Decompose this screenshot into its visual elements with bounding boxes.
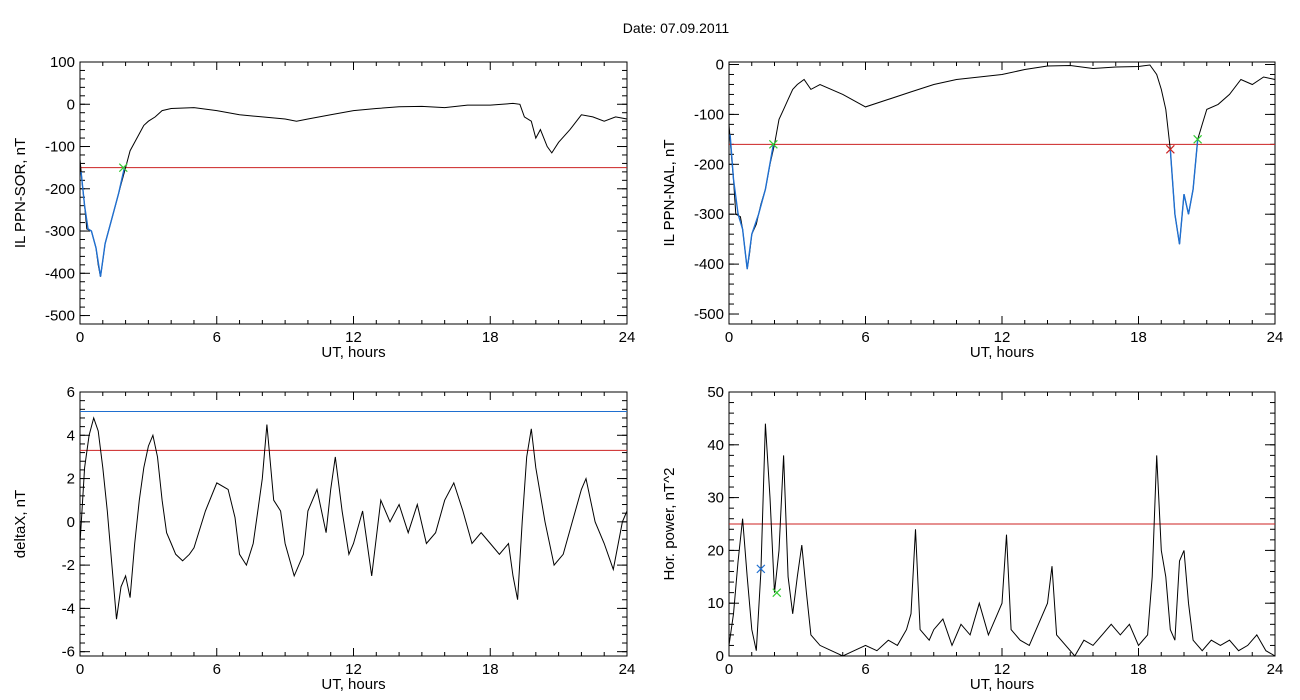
x-tick-label: 24	[1267, 661, 1284, 678]
y-tick-label: 4	[67, 427, 75, 444]
y-tick-label: -6	[62, 644, 75, 661]
x-tick-label: 12	[345, 661, 362, 678]
x-tick-label: 24	[619, 661, 636, 678]
x-tick-label: 18	[482, 329, 499, 346]
chart-panel-ppn-sor: UT, hours IL PPN-SOR, nT 0 6 12 18 24 100 0 -10…	[12, 54, 635, 361]
y-axis-label: deltaX, nT	[12, 490, 29, 558]
marker-x-icon	[772, 588, 782, 598]
x-tick-label: 6	[213, 329, 221, 346]
series-line	[729, 134, 775, 270]
series-line	[1169, 139, 1199, 245]
x-tick-label: 6	[213, 661, 221, 678]
x-tick-label: 0	[725, 329, 733, 346]
y-tick-label: 0	[67, 96, 75, 113]
y-tick-label: 6	[67, 384, 75, 401]
y-tick-label: -500	[45, 308, 75, 325]
y-tick-label: -400	[45, 265, 75, 282]
series-line	[79, 102, 628, 277]
marker-x-icon	[756, 564, 766, 574]
y-tick-label: 30	[707, 490, 724, 507]
y-axis-label: Hor. power, nT^2	[661, 468, 678, 581]
y-tick-label: -400	[694, 256, 724, 273]
series-line	[80, 167, 126, 277]
x-axis-label: UT, hours	[970, 676, 1034, 693]
x-tick-label: 18	[1130, 329, 1147, 346]
y-tick-label: 50	[707, 384, 724, 401]
chart-panel-hor-power: UT, hours Hor. power, nT^2 0 6 12 18 24 0 10 20…	[661, 384, 1283, 693]
x-tick-label: 6	[861, 661, 869, 678]
y-tick-label: -4	[62, 600, 75, 617]
y-axis-label: IL PPN-NAL, nT	[661, 140, 678, 247]
x-tick-label: 6	[861, 329, 869, 346]
y-tick-label: -200	[694, 156, 724, 173]
series-line	[728, 423, 1276, 657]
marker-x-icon	[768, 139, 778, 149]
marker-x-icon	[1165, 144, 1175, 154]
y-tick-label: -100	[45, 139, 75, 156]
y-tick-label: 100	[50, 54, 75, 71]
y-tick-label: -300	[45, 223, 75, 240]
y-tick-label: -2	[62, 557, 75, 574]
y-tick-label: -200	[45, 181, 75, 198]
chart-panel-deltax: UT, hours deltaX, nT 0 6 12 18 24 6 4 2 0 -2 -4 -6	[12, 384, 635, 693]
x-tick-label: 0	[76, 329, 84, 346]
y-tick-label: -100	[694, 106, 724, 123]
plot-frame	[79, 391, 628, 657]
y-tick-label: 40	[707, 437, 724, 454]
y-tick-label: -500	[694, 306, 724, 323]
y-tick-label: -300	[694, 206, 724, 223]
series-line	[79, 416, 628, 620]
y-tick-label: 0	[67, 514, 75, 531]
marker-x-icon	[118, 163, 128, 173]
x-tick-label: 12	[994, 661, 1011, 678]
y-tick-label: 10	[707, 595, 724, 612]
y-tick-label: 0	[716, 56, 724, 73]
y-axis-label: IL PPN-SOR, nT	[12, 138, 29, 248]
x-tick-label: 12	[345, 329, 362, 346]
x-tick-label: 0	[76, 661, 84, 678]
x-tick-label: 12	[994, 329, 1011, 346]
x-axis-label: UT, hours	[321, 344, 385, 361]
x-axis-label: UT, hours	[970, 344, 1034, 361]
series-line	[728, 64, 1276, 270]
x-tick-label: 18	[1130, 661, 1147, 678]
marker-x-icon	[1193, 134, 1203, 144]
y-tick-label: 2	[67, 471, 75, 488]
x-tick-label: 18	[482, 661, 499, 678]
x-tick-label: 24	[619, 329, 636, 346]
x-axis-label: UT, hours	[321, 676, 385, 693]
chart-panel-ppn-nal: UT, hours IL PPN-NAL, nT 0 6 12 18 24 0 -100 -2…	[661, 56, 1283, 361]
x-tick-label: 24	[1267, 329, 1284, 346]
y-tick-label: 0	[716, 648, 724, 665]
plot-frame	[79, 61, 628, 325]
y-tick-label: 20	[707, 542, 724, 559]
x-tick-label: 0	[725, 661, 733, 678]
figure-title: Date: 07.09.2011	[623, 20, 730, 36]
